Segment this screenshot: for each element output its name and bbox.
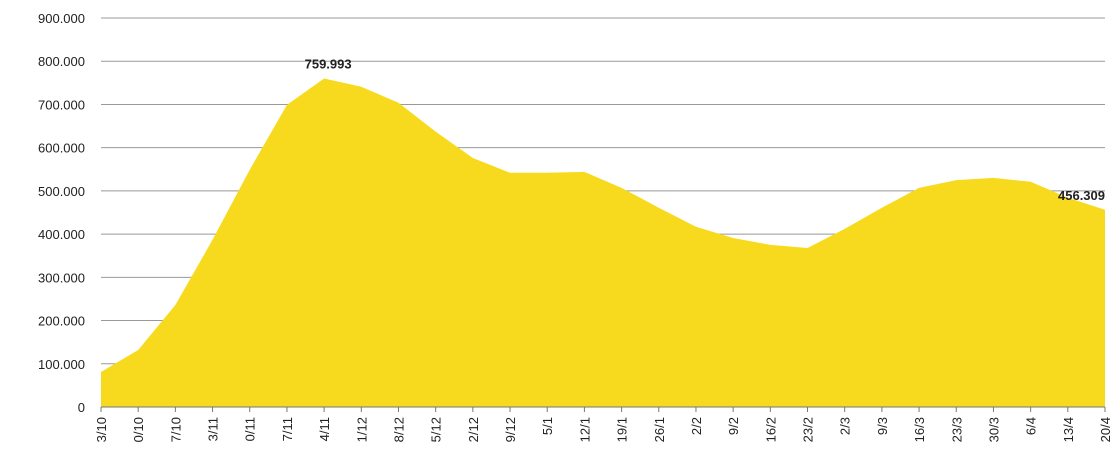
x-tick-label: 16/2: [763, 417, 778, 442]
x-tick-label: 12/1: [577, 417, 592, 442]
x-tick-label: 16/3: [912, 417, 927, 442]
x-tick-label: 9/3: [875, 417, 890, 435]
x-tick-label: 6/4: [1024, 417, 1039, 435]
y-tick-label: 200.000: [38, 314, 85, 329]
x-tick-label: 3/10: [94, 417, 109, 442]
x-tick-label: 5/12: [429, 417, 444, 442]
x-tick-label: 9/12: [503, 417, 518, 442]
x-tick-label: 26/1: [652, 417, 667, 442]
x-tick-label: 30/3: [986, 417, 1001, 442]
x-tick-label: 4/11: [317, 417, 332, 441]
x-tick-label: 0/11: [243, 417, 258, 441]
y-tick-label: 800.000: [38, 54, 85, 69]
x-tick-label: 19/1: [615, 417, 630, 442]
x-tick-label: 8/12: [391, 417, 406, 442]
x-tick-label: 23/2: [801, 417, 816, 442]
x-tick-label: 7/11: [280, 417, 295, 441]
data-label: 456.309: [1058, 188, 1105, 203]
data-label: 759.993: [305, 57, 352, 72]
y-tick-label: 400.000: [38, 227, 85, 242]
x-tick-label: 5/1: [540, 417, 555, 435]
x-tick-label: 2/12: [466, 417, 481, 442]
y-tick-label: 900.000: [38, 11, 85, 26]
y-tick-label: 500.000: [38, 184, 85, 199]
x-tick-label: 20/4: [1098, 417, 1110, 442]
x-tick-label: 2/2: [689, 417, 704, 435]
x-tick-label: 9/2: [726, 417, 741, 435]
x-tick-label: 7/10: [168, 417, 183, 442]
y-tick-label: 0: [78, 400, 85, 415]
x-tick-label: 13/4: [1061, 417, 1076, 442]
y-tick-label: 300.000: [38, 270, 85, 285]
y-tick-label: 600.000: [38, 141, 85, 156]
x-tick-label: 3/11: [206, 417, 221, 441]
area: [101, 78, 1105, 408]
x-tick-label: 0/10: [131, 417, 146, 442]
x-tick-label: 2/3: [838, 417, 853, 435]
x-tick-label: 23/3: [949, 417, 964, 442]
x-tick-label: 1/12: [354, 417, 369, 442]
y-tick-label: 100.000: [38, 357, 85, 372]
y-tick-label: 700.000: [38, 97, 85, 112]
